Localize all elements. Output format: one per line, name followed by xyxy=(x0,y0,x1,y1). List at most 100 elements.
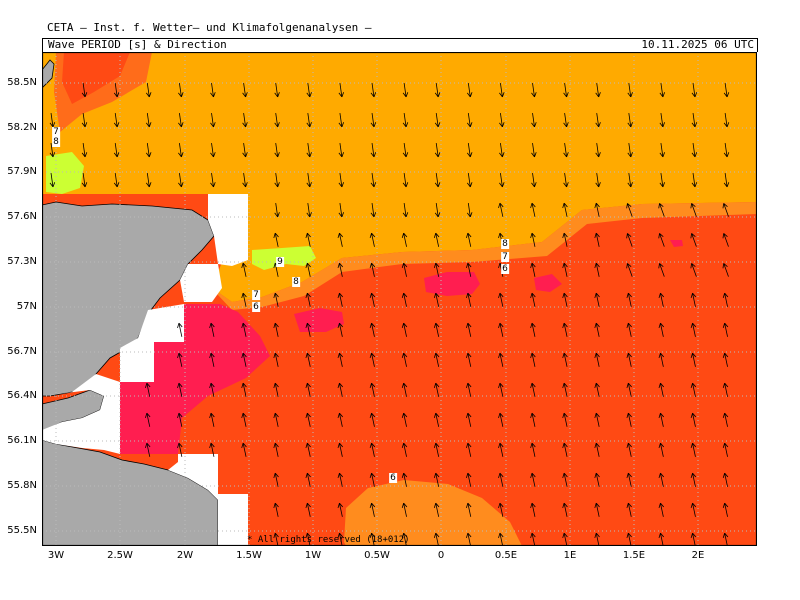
direction-arrow xyxy=(337,322,344,337)
direction-arrow xyxy=(434,203,441,218)
direction-arrow xyxy=(466,352,472,367)
direction-arrow xyxy=(594,382,600,397)
direction-arrow xyxy=(562,322,568,337)
direction-arrow xyxy=(594,352,600,367)
direction-arrow xyxy=(210,173,216,188)
direction-arrow xyxy=(466,113,473,128)
direction-arrow xyxy=(369,292,376,307)
direction-arrow xyxy=(627,173,633,188)
direction-arrow xyxy=(530,352,536,367)
direction-arrow xyxy=(177,442,183,457)
direction-arrow xyxy=(498,292,504,307)
direction-arrow xyxy=(369,262,376,277)
direction-arrow xyxy=(722,472,729,487)
lat-label: 57.6N xyxy=(7,211,37,222)
direction-arrow xyxy=(594,532,600,546)
direction-arrow xyxy=(338,113,345,128)
direction-arrow xyxy=(722,352,729,367)
direction-arrow xyxy=(306,203,312,218)
direction-arrow xyxy=(145,382,151,397)
lat-label: 56.4N xyxy=(7,390,37,401)
direction-arrow xyxy=(370,143,377,158)
direction-arrow xyxy=(690,292,697,307)
direction-arrow xyxy=(626,292,632,307)
direction-arrow xyxy=(433,502,440,517)
direction-arrow xyxy=(659,143,666,158)
direction-arrow xyxy=(466,262,472,277)
direction-arrow xyxy=(338,203,345,218)
organization-header: CETA — Inst. f. Wetter— und Klimafolgena… xyxy=(47,21,372,34)
direction-arrow xyxy=(627,143,633,158)
lon-label: 1W xyxy=(304,550,322,561)
direction-arrow xyxy=(401,262,408,277)
direction-arrow xyxy=(401,382,408,397)
patch-9s-west xyxy=(46,152,84,194)
direction-arrow xyxy=(594,292,600,307)
direction-arrow xyxy=(338,173,345,188)
contour-label: 7 xyxy=(501,252,509,262)
direction-arrow xyxy=(305,292,311,307)
direction-arrow xyxy=(241,322,247,337)
direction-arrow xyxy=(113,113,120,128)
direction-arrow xyxy=(658,532,665,546)
land-scotland-north xyxy=(42,59,55,89)
direction-arrow xyxy=(594,442,600,457)
lon-label: 2E xyxy=(691,550,705,561)
direction-arrow xyxy=(498,202,504,217)
direction-arrow xyxy=(434,173,441,188)
lon-label: 2W xyxy=(176,550,194,561)
patch-low-a xyxy=(424,272,480,296)
patch-south-orange xyxy=(344,480,522,546)
direction-arrow xyxy=(274,143,280,158)
direction-arrow xyxy=(498,412,504,427)
contour-label: 8 xyxy=(501,239,509,249)
direction-arrow xyxy=(722,382,729,397)
direction-arrow xyxy=(626,382,632,397)
contour-label: 6 xyxy=(389,473,397,483)
direction-arrow xyxy=(530,472,536,487)
direction-arrow xyxy=(466,232,472,247)
direction-arrow xyxy=(562,292,568,307)
direction-arrow xyxy=(466,472,472,487)
direction-arrow xyxy=(369,412,376,427)
direction-arrow xyxy=(401,502,408,517)
lat-label: 56.1N xyxy=(7,435,37,446)
direction-arrow xyxy=(562,262,568,277)
lon-label: 1E xyxy=(563,550,577,561)
direction-arrow xyxy=(145,442,151,457)
coast-white-5 xyxy=(168,454,248,546)
direction-arrow xyxy=(402,173,409,188)
direction-arrow xyxy=(594,232,600,247)
direction-arrow xyxy=(433,382,440,397)
direction-arrow xyxy=(562,382,568,397)
direction-arrow xyxy=(209,382,215,397)
direction-arrow xyxy=(241,442,247,457)
direction-arrow xyxy=(369,442,376,457)
direction-arrow xyxy=(690,203,697,217)
direction-arrow xyxy=(722,263,729,277)
direction-arrow xyxy=(274,83,280,98)
direction-arrow xyxy=(498,322,504,337)
direction-arrow xyxy=(401,232,408,247)
direction-arrow xyxy=(401,472,408,487)
contour-label: 6 xyxy=(252,302,260,312)
direction-arrow xyxy=(530,322,536,337)
direction-arrow xyxy=(723,173,730,188)
direction-arrow xyxy=(273,382,279,397)
lon-label: 1.5W xyxy=(236,550,262,561)
lat-label: 57N xyxy=(16,301,37,312)
lat-label: 55.8N xyxy=(7,480,37,491)
direction-arrow xyxy=(369,352,376,367)
direction-arrow xyxy=(466,412,472,427)
direction-arrow xyxy=(595,143,601,158)
direction-arrow xyxy=(531,143,537,158)
direction-arrow xyxy=(273,502,279,517)
direction-arrow xyxy=(466,502,472,517)
direction-arrow xyxy=(531,83,537,98)
direction-arrow xyxy=(273,232,279,247)
patch-low-d xyxy=(670,240,683,247)
direction-arrow xyxy=(433,442,440,457)
direction-arrow xyxy=(305,532,311,546)
direction-arrow xyxy=(498,442,504,457)
lon-label: 2.5W xyxy=(107,550,133,561)
